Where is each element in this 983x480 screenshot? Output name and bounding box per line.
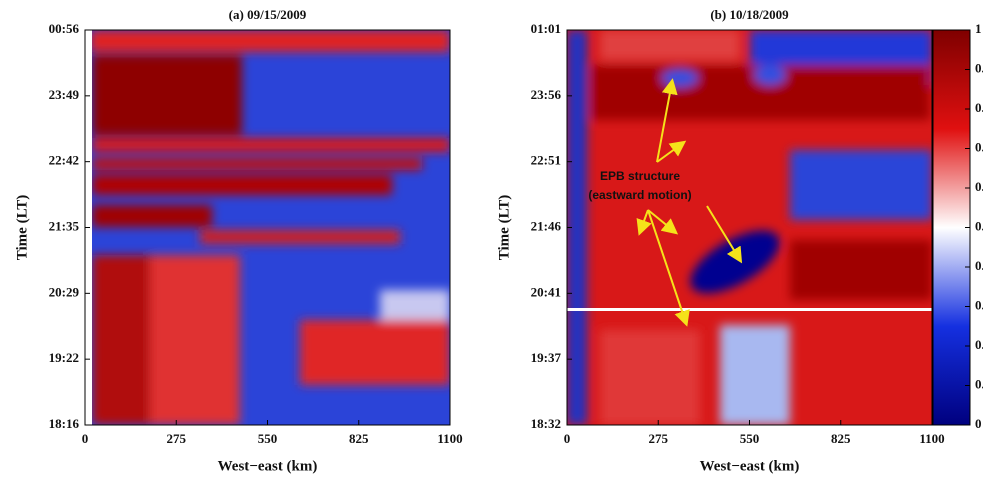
x-tick-label: 825 <box>349 431 369 446</box>
x-tick-label: 275 <box>649 431 669 446</box>
x-tick-label: 1100 <box>437 431 462 446</box>
colorbar <box>933 30 970 425</box>
x-tick-label: 275 <box>167 431 187 446</box>
y-tick-label: 23:49 <box>49 87 80 102</box>
x-tick-label: 825 <box>831 431 851 446</box>
colorbar-tick-label: 0.8 <box>975 100 983 115</box>
x-axis-label: West−east (km) <box>218 458 318 474</box>
x-tick-label: 550 <box>740 431 760 446</box>
y-tick-label: 18:16 <box>49 416 80 431</box>
x-tick-label: 550 <box>258 431 278 446</box>
y-tick-label: 01:01 <box>531 21 561 36</box>
colorbar-tick-label: 0.1 <box>975 376 983 391</box>
chart-title: (b) 10/18/2009 <box>710 7 789 22</box>
annotation: EPB structure <box>600 169 680 183</box>
x-axis-label: West−east (km) <box>700 458 800 474</box>
colorbar-tick-label: 0.9 <box>975 60 983 75</box>
heatmap-b <box>567 30 932 425</box>
x-tick-label: 0 <box>564 431 571 446</box>
y-tick-label: 19:37 <box>531 350 562 365</box>
colorbar-tick-label: 0.2 <box>975 337 983 352</box>
heatmap-a <box>85 30 450 425</box>
chart-title: (a) 09/15/2009 <box>229 7 307 22</box>
y-tick-label: 22:51 <box>531 153 561 168</box>
y-tick-label: 18:32 <box>531 416 561 431</box>
colorbar-tick-label: 0.7 <box>975 139 983 154</box>
colorbar-tick-label: 0.4 <box>975 258 983 273</box>
y-tick-label: 20:41 <box>531 284 561 299</box>
colorbar-tick-label: 0.5 <box>975 218 983 233</box>
x-tick-label: 0 <box>82 431 89 446</box>
colorbar-tick-label: 0.3 <box>975 297 983 312</box>
colorbar-tick-label: 0.6 <box>975 179 983 194</box>
y-tick-label: 19:22 <box>49 350 79 365</box>
y-tick-label: 21:35 <box>49 218 80 233</box>
annotation-arrows <box>636 78 743 327</box>
colorbar-tick-label: 1 <box>975 21 982 36</box>
x-tick-label: 1100 <box>919 431 944 446</box>
y-tick-label: 23:56 <box>531 87 562 102</box>
annotation: (eastward motion) <box>588 188 691 202</box>
y-tick-label: 21:46 <box>531 218 562 233</box>
y-axis-label: Time (LT) <box>496 195 512 260</box>
colorbar-tick-label: 0 <box>975 416 982 431</box>
y-tick-label: 22:42 <box>49 153 79 168</box>
y-tick-label: 00:56 <box>49 21 80 36</box>
y-tick-label: 20:29 <box>49 284 80 299</box>
y-axis-label: Time (LT) <box>14 195 30 260</box>
